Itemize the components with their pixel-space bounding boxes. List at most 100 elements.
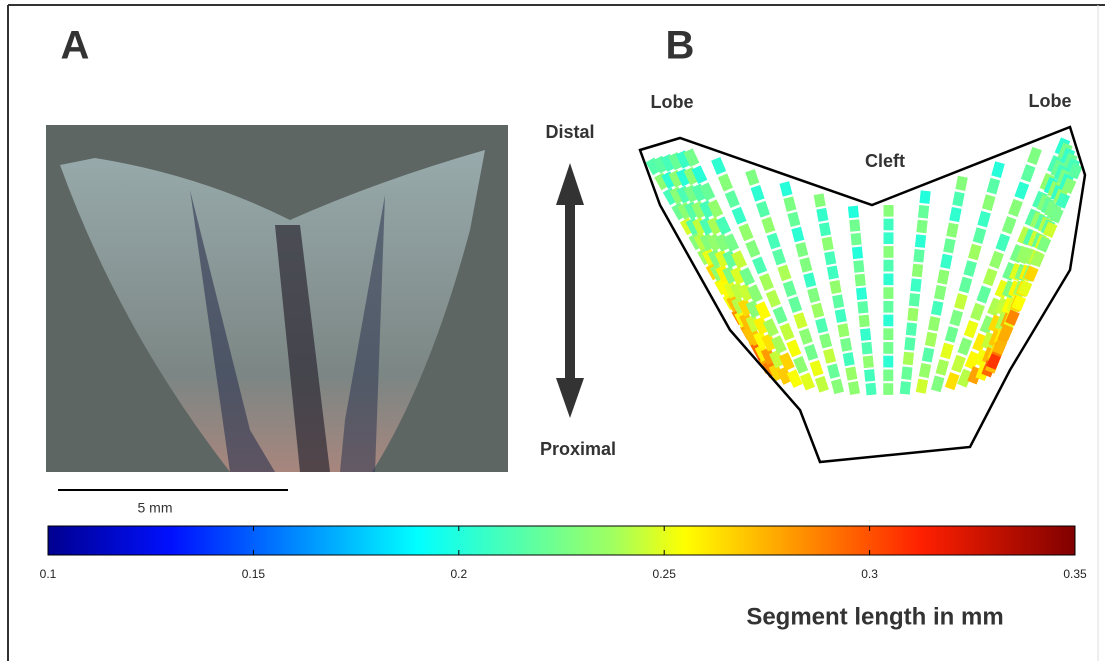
segment — [967, 366, 983, 385]
segment — [821, 236, 834, 251]
segment — [1061, 177, 1077, 195]
segment — [786, 369, 803, 388]
segment — [676, 168, 692, 187]
segment — [772, 248, 787, 266]
segment — [776, 366, 793, 385]
segment — [949, 309, 964, 327]
segment — [1017, 280, 1033, 297]
segment — [864, 369, 876, 382]
segment — [693, 232, 710, 251]
segment — [957, 337, 973, 356]
segment — [987, 297, 1003, 317]
segment — [809, 359, 824, 377]
segment — [645, 157, 662, 176]
segment — [829, 279, 842, 295]
tick-label: 0.1 — [40, 567, 57, 581]
segment — [930, 375, 945, 393]
tick-label: 0.2 — [450, 567, 467, 581]
segment — [699, 200, 715, 219]
segment — [758, 273, 774, 291]
segment — [968, 243, 982, 261]
segment — [915, 378, 929, 394]
segment — [853, 260, 865, 273]
segment — [795, 241, 809, 258]
tick-label: 0.3 — [861, 567, 878, 581]
segment — [807, 287, 821, 303]
segment — [905, 322, 918, 336]
segment — [991, 161, 1005, 179]
segment — [691, 165, 708, 185]
segment — [1008, 262, 1025, 282]
segment — [861, 341, 873, 355]
segment — [943, 238, 956, 254]
segment — [671, 202, 688, 221]
segment — [855, 287, 868, 300]
segment — [1001, 216, 1017, 235]
segment — [826, 265, 839, 280]
segment — [995, 233, 1011, 252]
segment — [706, 233, 723, 252]
segment — [816, 207, 829, 222]
segment — [1030, 250, 1045, 268]
segment — [955, 175, 968, 191]
segment — [989, 250, 1004, 269]
segment — [753, 330, 769, 349]
segment — [992, 338, 1008, 356]
segment — [803, 272, 817, 288]
segment — [683, 166, 700, 186]
segment — [662, 187, 679, 206]
segment — [917, 205, 930, 219]
segment — [1049, 206, 1064, 224]
segment — [699, 233, 716, 252]
segment — [668, 152, 684, 171]
segment — [692, 217, 708, 236]
segment — [862, 355, 874, 369]
segment — [815, 317, 829, 334]
segment — [684, 201, 700, 220]
panel-label: A — [61, 24, 90, 68]
segment — [970, 302, 985, 321]
segment — [908, 293, 921, 307]
segment — [940, 342, 954, 360]
segment — [691, 183, 708, 202]
segment — [832, 294, 845, 309]
segment — [772, 306, 788, 325]
segment — [730, 266, 746, 286]
segment — [676, 185, 693, 204]
segment — [840, 337, 853, 352]
segment — [910, 278, 922, 292]
fin-photo — [46, 125, 508, 472]
segment — [979, 315, 996, 335]
segment — [842, 352, 855, 367]
segment — [916, 219, 928, 234]
segment — [1011, 294, 1027, 312]
segment — [819, 333, 833, 349]
segment — [669, 186, 686, 205]
segment — [791, 226, 805, 243]
segment — [722, 250, 739, 269]
segment — [1020, 164, 1036, 183]
segment — [711, 156, 727, 175]
segment — [851, 246, 864, 260]
segment — [793, 356, 809, 374]
segment — [707, 199, 724, 219]
segment — [1008, 198, 1023, 217]
segment — [994, 279, 1011, 299]
segment — [798, 328, 813, 345]
segment — [963, 260, 977, 277]
segment — [691, 200, 708, 219]
segment — [717, 173, 733, 192]
segment — [940, 253, 953, 269]
segment — [753, 316, 770, 335]
segment — [715, 264, 732, 283]
segment — [981, 194, 996, 211]
segment — [755, 301, 771, 320]
segment — [944, 372, 960, 391]
segment — [850, 232, 862, 246]
segment — [914, 234, 927, 248]
segment — [814, 375, 829, 393]
segment-map — [645, 137, 1083, 396]
region-label: Lobe — [651, 92, 694, 112]
segment — [731, 206, 747, 225]
arrow-label: Proximal — [540, 439, 616, 459]
